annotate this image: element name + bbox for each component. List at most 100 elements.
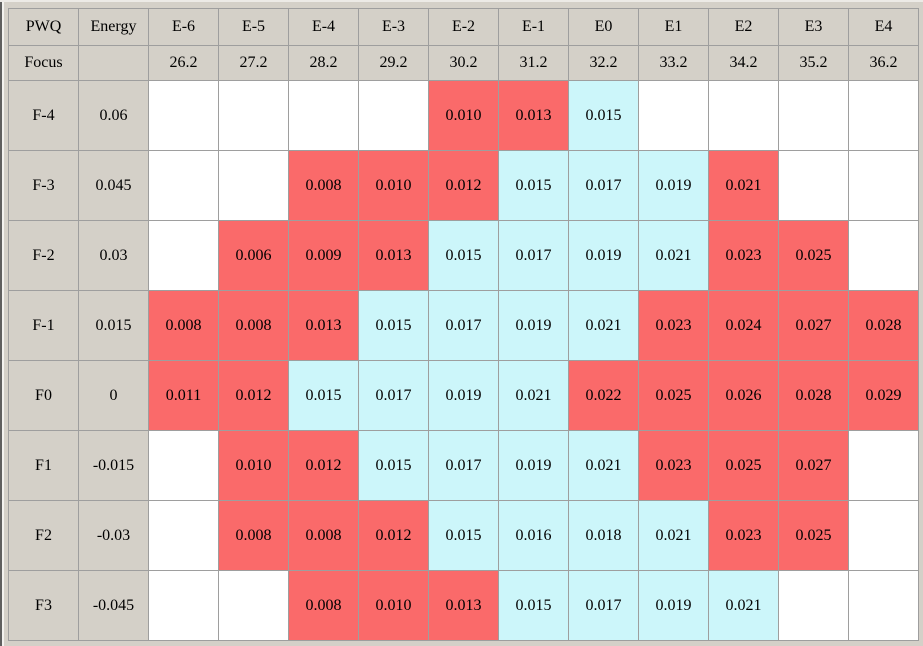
cell-f2-e1[interactable]: 0.021 <box>638 500 709 571</box>
window-left-highlight <box>2 2 4 646</box>
cell-f0-e2[interactable]: 0.026 <box>708 360 779 431</box>
cell-f2-e4 <box>848 500 919 571</box>
cell-f-1-e0[interactable]: 0.021 <box>568 290 639 361</box>
row-energy-f-4: 0.06 <box>78 80 149 151</box>
cell-f-3-e-2[interactable]: 0.012 <box>428 150 499 221</box>
cell-f-4-e3 <box>778 80 849 151</box>
focus-value-e0: 32.2 <box>568 45 639 81</box>
cell-f-1-e-2[interactable]: 0.017 <box>428 290 499 361</box>
cell-f1-e1[interactable]: 0.023 <box>638 430 709 501</box>
cell-f-2-e-4[interactable]: 0.009 <box>288 220 359 291</box>
cell-f1-e-3[interactable]: 0.015 <box>358 430 429 501</box>
row-energy-f-1: 0.015 <box>78 290 149 361</box>
cell-f-3-e0[interactable]: 0.017 <box>568 150 639 221</box>
column-header-e-4: E-4 <box>288 8 359 46</box>
data-row-f3: F3 -0.045 0.008 0.010 0.013 0.015 0.017 0.019 0.… <box>8 570 919 641</box>
cell-f0-e4[interactable]: 0.029 <box>848 360 919 431</box>
cell-f-4-e-1[interactable]: 0.013 <box>498 80 569 151</box>
cell-f-1-e3[interactable]: 0.027 <box>778 290 849 361</box>
focus-value-e-2: 30.2 <box>428 45 499 81</box>
cell-f1-e4 <box>848 430 919 501</box>
cell-f3-e2[interactable]: 0.021 <box>708 570 779 641</box>
cell-f-3-e-3[interactable]: 0.010 <box>358 150 429 221</box>
row-header-f0: F0 <box>8 360 79 431</box>
cell-f-3-e-1[interactable]: 0.015 <box>498 150 569 221</box>
cell-f1-e0[interactable]: 0.021 <box>568 430 639 501</box>
data-row-f-4: F-4 0.06 0.010 0.013 0.015 <box>8 80 919 151</box>
window-left-border <box>0 2 2 646</box>
cell-f0-e1[interactable]: 0.025 <box>638 360 709 431</box>
cell-f3-e0[interactable]: 0.017 <box>568 570 639 641</box>
row-energy-f-2: 0.03 <box>78 220 149 291</box>
cell-f-1-e-4[interactable]: 0.013 <box>288 290 359 361</box>
cell-f-4-e4 <box>848 80 919 151</box>
cell-f-2-e-6 <box>148 220 219 291</box>
row-energy-f1: -0.015 <box>78 430 149 501</box>
cell-f-4-e-2[interactable]: 0.010 <box>428 80 499 151</box>
focus-value-e-1: 31.2 <box>498 45 569 81</box>
cell-f-1-e1[interactable]: 0.023 <box>638 290 709 361</box>
cell-f-2-e2[interactable]: 0.023 <box>708 220 779 291</box>
cell-f0-e3[interactable]: 0.028 <box>778 360 849 431</box>
cell-f-2-e1[interactable]: 0.021 <box>638 220 709 291</box>
cell-f1-e-1[interactable]: 0.019 <box>498 430 569 501</box>
cell-f-3-e2[interactable]: 0.021 <box>708 150 779 221</box>
focus-value-e-5: 27.2 <box>218 45 289 81</box>
cell-f1-e3[interactable]: 0.027 <box>778 430 849 501</box>
row-header-f2: F2 <box>8 500 79 571</box>
cell-f0-e-4[interactable]: 0.015 <box>288 360 359 431</box>
focus-value-e-4: 28.2 <box>288 45 359 81</box>
cell-f-2-e3[interactable]: 0.025 <box>778 220 849 291</box>
cell-f1-e-2[interactable]: 0.017 <box>428 430 499 501</box>
cell-f0-e-5[interactable]: 0.012 <box>218 360 289 431</box>
cell-f-3-e-4[interactable]: 0.008 <box>288 150 359 221</box>
cell-f1-e-5[interactable]: 0.010 <box>218 430 289 501</box>
cell-f-3-e-6 <box>148 150 219 221</box>
cell-f-2-e-2[interactable]: 0.015 <box>428 220 499 291</box>
cell-f-2-e-3[interactable]: 0.013 <box>358 220 429 291</box>
cell-f-4-e-3 <box>358 80 429 151</box>
cell-f2-e-3[interactable]: 0.012 <box>358 500 429 571</box>
cell-f-2-e-1[interactable]: 0.017 <box>498 220 569 291</box>
cell-f-1-e-6[interactable]: 0.008 <box>148 290 219 361</box>
cell-f0-e-2[interactable]: 0.019 <box>428 360 499 431</box>
cell-f2-e-2[interactable]: 0.015 <box>428 500 499 571</box>
data-row-f-1: F-1 0.015 0.008 0.008 0.013 0.015 0.017 0.019 0.… <box>8 290 919 361</box>
cell-f0-e-1[interactable]: 0.021 <box>498 360 569 431</box>
cell-f2-e2[interactable]: 0.023 <box>708 500 779 571</box>
cell-f3-e-3[interactable]: 0.010 <box>358 570 429 641</box>
row-header-f-4: F-4 <box>8 80 79 151</box>
table-body: F-4 0.06 0.010 0.013 0.015 F-3 0.045 0.008 0.010… <box>8 80 919 641</box>
cell-f-1-e-5[interactable]: 0.008 <box>218 290 289 361</box>
cell-f2-e-5[interactable]: 0.008 <box>218 500 289 571</box>
cell-f2-e0[interactable]: 0.018 <box>568 500 639 571</box>
cell-f3-e-1[interactable]: 0.015 <box>498 570 569 641</box>
cell-f-1-e-1[interactable]: 0.019 <box>498 290 569 361</box>
cell-f1-e2[interactable]: 0.025 <box>708 430 779 501</box>
cell-f3-e1[interactable]: 0.019 <box>638 570 709 641</box>
cell-f-4-e1 <box>638 80 709 151</box>
cell-f0-e-6[interactable]: 0.011 <box>148 360 219 431</box>
cell-f-1-e4[interactable]: 0.028 <box>848 290 919 361</box>
cell-f1-e-4[interactable]: 0.012 <box>288 430 359 501</box>
cell-f-2-e-5[interactable]: 0.006 <box>218 220 289 291</box>
cell-f-4-e0[interactable]: 0.015 <box>568 80 639 151</box>
cell-f0-e-3[interactable]: 0.017 <box>358 360 429 431</box>
data-row-f0: F0 0 0.011 0.012 0.015 0.017 0.019 0.021 0.022 0.… <box>8 360 919 431</box>
header-row-labels: PWQ Energy E-6 E-5 E-4 E-3 E-2 E-1 E0 E1 E2 E3 E4 <box>8 8 919 46</box>
cell-f2-e-1[interactable]: 0.016 <box>498 500 569 571</box>
cell-f-1-e-3[interactable]: 0.015 <box>358 290 429 361</box>
cell-f2-e-4[interactable]: 0.008 <box>288 500 359 571</box>
cell-f2-e3[interactable]: 0.025 <box>778 500 849 571</box>
cell-f0-e0[interactable]: 0.022 <box>568 360 639 431</box>
cell-f-3-e1[interactable]: 0.019 <box>638 150 709 221</box>
row-energy-f2: -0.03 <box>78 500 149 571</box>
cell-f-2-e0[interactable]: 0.019 <box>568 220 639 291</box>
cell-f3-e-4[interactable]: 0.008 <box>288 570 359 641</box>
cell-f-1-e2[interactable]: 0.024 <box>708 290 779 361</box>
row-header-f-2: F-2 <box>8 220 79 291</box>
data-row-f1: F1 -0.015 0.010 0.012 0.015 0.017 0.019 0.021 0.… <box>8 430 919 501</box>
cell-f3-e-2[interactable]: 0.013 <box>428 570 499 641</box>
focus-value-e3: 35.2 <box>778 45 849 81</box>
